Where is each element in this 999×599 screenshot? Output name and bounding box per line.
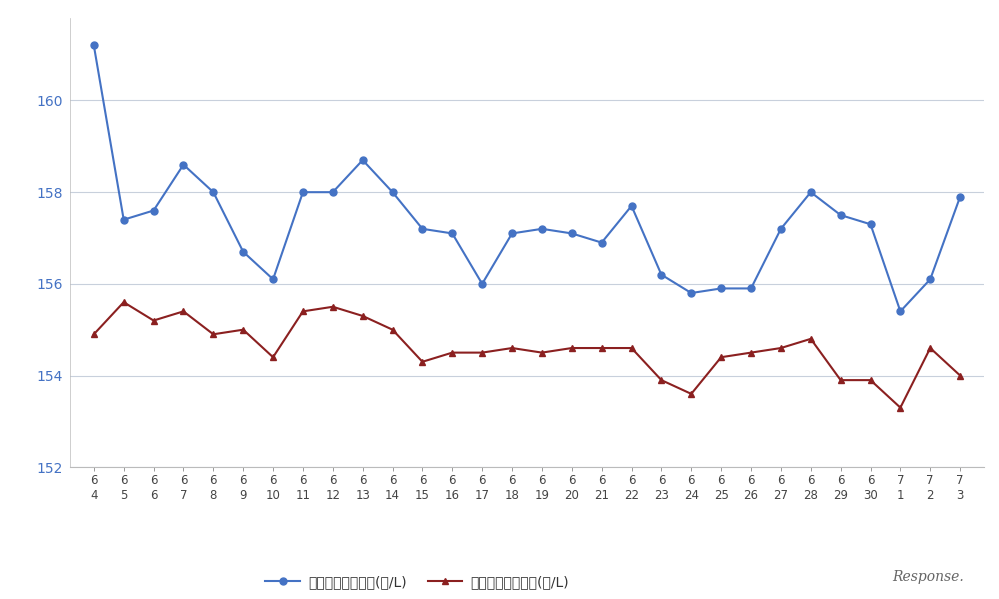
Text: Response.: Response. bbox=[892, 570, 964, 584]
Legend: ハイオク看板価格(円/L), ハイオク実売価格(円/L): ハイオク看板価格(円/L), ハイオク実売価格(円/L) bbox=[260, 570, 575, 595]
